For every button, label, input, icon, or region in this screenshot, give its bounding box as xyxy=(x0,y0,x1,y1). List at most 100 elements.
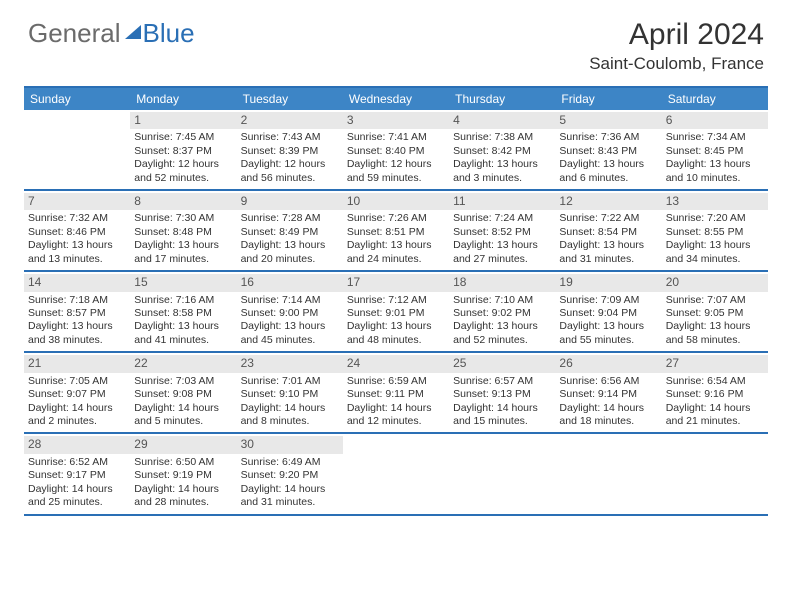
sunrise-text: Sunrise: 7:03 AM xyxy=(134,375,232,388)
daylight-text: Daylight: 13 hours and 31 minutes. xyxy=(559,239,657,266)
sunset-text: Sunset: 8:52 PM xyxy=(453,226,551,239)
day-cell: 3Sunrise: 7:41 AMSunset: 8:40 PMDaylight… xyxy=(343,110,449,189)
calendar: SundayMondayTuesdayWednesdayThursdayFrid… xyxy=(24,86,768,516)
day-cell: 13Sunrise: 7:20 AMSunset: 8:55 PMDayligh… xyxy=(662,191,768,270)
sunrise-text: Sunrise: 7:18 AM xyxy=(28,294,126,307)
sunrise-text: Sunrise: 7:26 AM xyxy=(347,212,445,225)
sunrise-text: Sunrise: 6:59 AM xyxy=(347,375,445,388)
sunrise-text: Sunrise: 7:16 AM xyxy=(134,294,232,307)
daylight-text: Daylight: 14 hours and 8 minutes. xyxy=(241,402,339,429)
day-number: 1 xyxy=(130,112,236,129)
day-number: 25 xyxy=(449,355,555,372)
daylight-text: Daylight: 12 hours and 56 minutes. xyxy=(241,158,339,185)
daylight-text: Daylight: 13 hours and 6 minutes. xyxy=(559,158,657,185)
daylight-text: Daylight: 13 hours and 13 minutes. xyxy=(28,239,126,266)
day-number xyxy=(24,112,130,129)
day-number: 23 xyxy=(237,355,343,372)
day-number: 8 xyxy=(130,193,236,210)
sunset-text: Sunset: 9:14 PM xyxy=(559,388,657,401)
dow-row: SundayMondayTuesdayWednesdayThursdayFrid… xyxy=(24,88,768,110)
sunset-text: Sunset: 9:02 PM xyxy=(453,307,551,320)
sunrise-text: Sunrise: 6:54 AM xyxy=(666,375,764,388)
sunset-text: Sunset: 9:00 PM xyxy=(241,307,339,320)
day-cell: 21 Sunrise: 7:05 AMSunset: 9:07 PMDayligh… xyxy=(24,353,130,432)
day-cell: 1Sunrise: 7:45 AMSunset: 8:37 PMDaylight… xyxy=(130,110,236,189)
sunrise-text: Sunrise: 7:28 AM xyxy=(241,212,339,225)
day-cell: 22Sunrise: 7:03 AMSunset: 9:08 PMDayligh… xyxy=(130,353,236,432)
week-row: 28Sunrise: 6:52 AMSunset: 9:17 PMDayligh… xyxy=(24,434,768,515)
sunrise-text: Sunrise: 7:20 AM xyxy=(666,212,764,225)
day-number: 29 xyxy=(130,436,236,453)
sunset-text: Sunset: 9:20 PM xyxy=(241,469,339,482)
day-cell: 19Sunrise: 7:09 AMSunset: 9:04 PMDayligh… xyxy=(555,272,661,351)
sunrise-text: Sunrise: 7:41 AM xyxy=(347,131,445,144)
day-number: 21 xyxy=(24,355,130,372)
sunrise-text: Sunrise: 7:01 AM xyxy=(241,375,339,388)
day-cell: 5Sunrise: 7:36 AMSunset: 8:43 PMDaylight… xyxy=(555,110,661,189)
sunrise-text: Sunrise: 6:56 AM xyxy=(559,375,657,388)
day-cell: 4Sunrise: 7:38 AMSunset: 8:42 PMDaylight… xyxy=(449,110,555,189)
day-number: 14 xyxy=(24,274,130,291)
sunrise-text: Sunrise: 7:45 AM xyxy=(134,131,232,144)
day-cell xyxy=(555,434,661,513)
day-number: 16 xyxy=(237,274,343,291)
daylight-text: Daylight: 12 hours and 52 minutes. xyxy=(134,158,232,185)
sunset-text: Sunset: 9:17 PM xyxy=(28,469,126,482)
sunrise-text: Sunrise: 7:07 AM xyxy=(666,294,764,307)
dow-cell: Friday xyxy=(555,88,661,110)
sunrise-text: Sunrise: 7:30 AM xyxy=(134,212,232,225)
sunset-text: Sunset: 8:54 PM xyxy=(559,226,657,239)
sunset-text: Sunset: 9:07 PM xyxy=(28,388,126,401)
day-number: 3 xyxy=(343,112,449,129)
logo-text-blue: Blue xyxy=(143,18,195,49)
logo-text-general: General xyxy=(28,18,121,49)
day-cell xyxy=(24,110,130,189)
sunset-text: Sunset: 8:57 PM xyxy=(28,307,126,320)
day-cell: 29Sunrise: 6:50 AMSunset: 9:19 PMDayligh… xyxy=(130,434,236,513)
day-number: 28 xyxy=(24,436,130,453)
sunrise-text: Sunrise: 6:49 AM xyxy=(241,456,339,469)
sunrise-text: Sunrise: 7:09 AM xyxy=(559,294,657,307)
day-cell: 2Sunrise: 7:43 AMSunset: 8:39 PMDaylight… xyxy=(237,110,343,189)
day-cell: 6Sunrise: 7:34 AMSunset: 8:45 PMDaylight… xyxy=(662,110,768,189)
day-number xyxy=(662,436,768,453)
sunset-text: Sunset: 9:08 PM xyxy=(134,388,232,401)
logo-triangle-icon xyxy=(125,25,141,39)
day-number xyxy=(555,436,661,453)
day-cell: 10Sunrise: 7:26 AMSunset: 8:51 PMDayligh… xyxy=(343,191,449,270)
day-number: 19 xyxy=(555,274,661,291)
day-number: 20 xyxy=(662,274,768,291)
day-number: 11 xyxy=(449,193,555,210)
dow-cell: Thursday xyxy=(449,88,555,110)
daylight-text: Daylight: 14 hours and 12 minutes. xyxy=(347,402,445,429)
sunset-text: Sunset: 8:51 PM xyxy=(347,226,445,239)
day-cell: 8Sunrise: 7:30 AMSunset: 8:48 PMDaylight… xyxy=(130,191,236,270)
sunrise-text: Sunrise: 7:22 AM xyxy=(559,212,657,225)
day-number: 15 xyxy=(130,274,236,291)
sunset-text: Sunset: 9:11 PM xyxy=(347,388,445,401)
daylight-text: Daylight: 13 hours and 10 minutes. xyxy=(666,158,764,185)
dow-cell: Wednesday xyxy=(343,88,449,110)
daylight-text: Daylight: 14 hours and 28 minutes. xyxy=(134,483,232,510)
daylight-text: Daylight: 13 hours and 20 minutes. xyxy=(241,239,339,266)
day-cell: 17Sunrise: 7:12 AMSunset: 9:01 PMDayligh… xyxy=(343,272,449,351)
sunrise-text: Sunrise: 7:34 AM xyxy=(666,131,764,144)
sunrise-text: Sunrise: 7:24 AM xyxy=(453,212,551,225)
sunset-text: Sunset: 8:40 PM xyxy=(347,145,445,158)
day-cell xyxy=(343,434,449,513)
sunset-text: Sunset: 8:43 PM xyxy=(559,145,657,158)
sunrise-text: Sunrise: 7:05 AM xyxy=(28,375,126,388)
day-cell: 11 Sunrise: 7:24 AMSunset: 8:52 PMDayligh… xyxy=(449,191,555,270)
month-title: April 2024 xyxy=(589,18,764,52)
sunrise-text: Sunrise: 7:38 AM xyxy=(453,131,551,144)
daylight-text: Daylight: 14 hours and 31 minutes. xyxy=(241,483,339,510)
day-number: 22 xyxy=(130,355,236,372)
day-cell xyxy=(449,434,555,513)
sunset-text: Sunset: 8:46 PM xyxy=(28,226,126,239)
daylight-text: Daylight: 14 hours and 2 minutes. xyxy=(28,402,126,429)
daylight-text: Daylight: 13 hours and 27 minutes. xyxy=(453,239,551,266)
sunset-text: Sunset: 9:16 PM xyxy=(666,388,764,401)
day-number: 27 xyxy=(662,355,768,372)
sunset-text: Sunset: 8:48 PM xyxy=(134,226,232,239)
header: General Blue April 2024 Saint-Coulomb, F… xyxy=(0,0,792,82)
